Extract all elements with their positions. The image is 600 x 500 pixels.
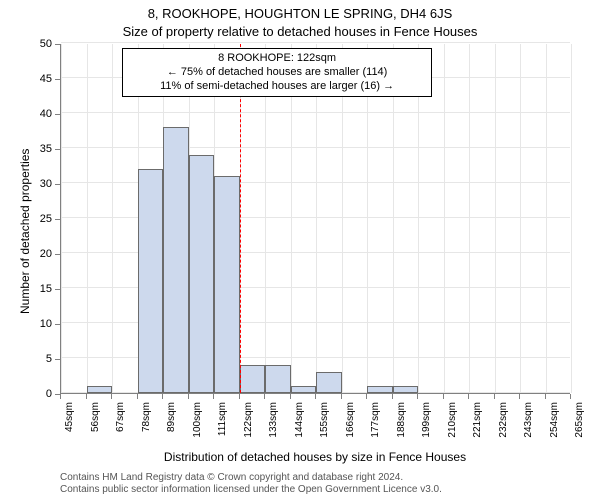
bar bbox=[393, 386, 419, 393]
gridline-v bbox=[520, 44, 521, 393]
x-tick-label: 122sqm bbox=[243, 402, 254, 438]
x-tick-label: 188sqm bbox=[396, 402, 407, 438]
x-tick bbox=[494, 394, 495, 399]
x-tick bbox=[443, 394, 444, 399]
x-tick bbox=[366, 394, 367, 399]
gridline-v bbox=[469, 44, 470, 393]
y-tick-label: 30 bbox=[30, 178, 52, 190]
x-tick-label: 210sqm bbox=[447, 402, 458, 438]
gridline-v bbox=[112, 44, 113, 393]
y-tick-label: 10 bbox=[30, 318, 52, 330]
x-tick-label: 144sqm bbox=[294, 402, 305, 438]
x-tick bbox=[392, 394, 393, 399]
bar bbox=[367, 386, 393, 393]
gridline-v bbox=[495, 44, 496, 393]
x-tick-label: 232sqm bbox=[498, 402, 509, 438]
y-tick-label: 0 bbox=[30, 388, 52, 400]
x-tick bbox=[341, 394, 342, 399]
gridline-h bbox=[61, 112, 570, 113]
gridline-v bbox=[87, 44, 88, 393]
y-tick-label: 15 bbox=[30, 283, 52, 295]
x-tick-label: 177sqm bbox=[370, 402, 381, 438]
x-tick-label: 166sqm bbox=[345, 402, 356, 438]
bar bbox=[291, 386, 317, 393]
y-tick bbox=[55, 219, 60, 220]
x-tick bbox=[290, 394, 291, 399]
chart-container: 8, ROOKHOPE, HOUGHTON LE SPRING, DH4 6JS… bbox=[0, 0, 600, 500]
x-tick-label: 199sqm bbox=[421, 402, 432, 438]
footer-attribution: Contains HM Land Registry data © Crown c… bbox=[60, 472, 442, 496]
y-tick bbox=[55, 254, 60, 255]
x-tick bbox=[60, 394, 61, 399]
x-tick-label: 89sqm bbox=[166, 402, 177, 432]
x-tick-label: 78sqm bbox=[141, 402, 152, 432]
gridline-h bbox=[61, 147, 570, 148]
bar bbox=[240, 365, 266, 393]
y-tick-label: 45 bbox=[30, 73, 52, 85]
x-tick-label: 254sqm bbox=[549, 402, 560, 438]
x-tick-label: 265sqm bbox=[574, 402, 585, 438]
gridline-v bbox=[546, 44, 547, 393]
x-tick bbox=[137, 394, 138, 399]
x-tick-label: 67sqm bbox=[115, 402, 126, 432]
x-tick bbox=[162, 394, 163, 399]
gridline-v bbox=[444, 44, 445, 393]
annotation-line-2: ← 75% of detached houses are smaller (11… bbox=[129, 66, 425, 80]
bar bbox=[265, 365, 291, 393]
x-tick-label: 155sqm bbox=[319, 402, 330, 438]
x-tick-label: 45sqm bbox=[64, 402, 75, 432]
x-tick bbox=[570, 394, 571, 399]
y-tick bbox=[55, 289, 60, 290]
x-tick-label: 56sqm bbox=[90, 402, 101, 432]
footer-line-1: Contains HM Land Registry data © Crown c… bbox=[60, 472, 442, 484]
x-tick bbox=[239, 394, 240, 399]
x-tick bbox=[264, 394, 265, 399]
x-tick-label: 111sqm bbox=[217, 402, 228, 436]
plot-area: 8 ROOKHOPE: 122sqm← 75% of detached hous… bbox=[60, 44, 570, 394]
bar bbox=[163, 127, 189, 393]
x-axis-label: Distribution of detached houses by size … bbox=[60, 450, 570, 464]
y-tick-label: 25 bbox=[30, 213, 52, 225]
footer-line-2: Contains public sector information licen… bbox=[60, 484, 442, 496]
x-tick bbox=[188, 394, 189, 399]
x-tick-label: 243sqm bbox=[523, 402, 534, 438]
chart-title-sub: Size of property relative to detached ho… bbox=[0, 24, 600, 39]
x-tick bbox=[86, 394, 87, 399]
x-tick-label: 221sqm bbox=[472, 402, 483, 438]
y-tick bbox=[55, 184, 60, 185]
y-tick-label: 5 bbox=[30, 353, 52, 365]
y-tick bbox=[55, 149, 60, 150]
annotation-line-3: 11% of semi-detached houses are larger (… bbox=[129, 80, 425, 94]
x-tick bbox=[213, 394, 214, 399]
y-tick-label: 20 bbox=[30, 248, 52, 260]
gridline-v bbox=[571, 44, 572, 393]
x-tick bbox=[519, 394, 520, 399]
bar bbox=[87, 386, 113, 393]
annotation-box: 8 ROOKHOPE: 122sqm← 75% of detached hous… bbox=[122, 48, 432, 97]
y-tick bbox=[55, 79, 60, 80]
bar bbox=[138, 169, 164, 393]
y-tick-label: 35 bbox=[30, 143, 52, 155]
x-tick bbox=[111, 394, 112, 399]
x-tick bbox=[315, 394, 316, 399]
bar bbox=[214, 176, 240, 393]
chart-title-main: 8, ROOKHOPE, HOUGHTON LE SPRING, DH4 6JS bbox=[0, 6, 600, 21]
y-tick-label: 40 bbox=[30, 108, 52, 120]
x-tick-label: 133sqm bbox=[268, 402, 279, 438]
x-tick-label: 100sqm bbox=[192, 402, 203, 438]
x-tick bbox=[545, 394, 546, 399]
y-tick-label: 50 bbox=[30, 38, 52, 50]
annotation-line-1: 8 ROOKHOPE: 122sqm bbox=[129, 52, 425, 66]
x-tick bbox=[417, 394, 418, 399]
y-tick bbox=[55, 324, 60, 325]
gridline-h bbox=[61, 42, 570, 43]
bar bbox=[189, 155, 215, 393]
y-tick bbox=[55, 359, 60, 360]
bar bbox=[316, 372, 342, 393]
x-tick bbox=[468, 394, 469, 399]
y-tick bbox=[55, 114, 60, 115]
y-tick bbox=[55, 44, 60, 45]
gridline-v bbox=[61, 44, 62, 393]
